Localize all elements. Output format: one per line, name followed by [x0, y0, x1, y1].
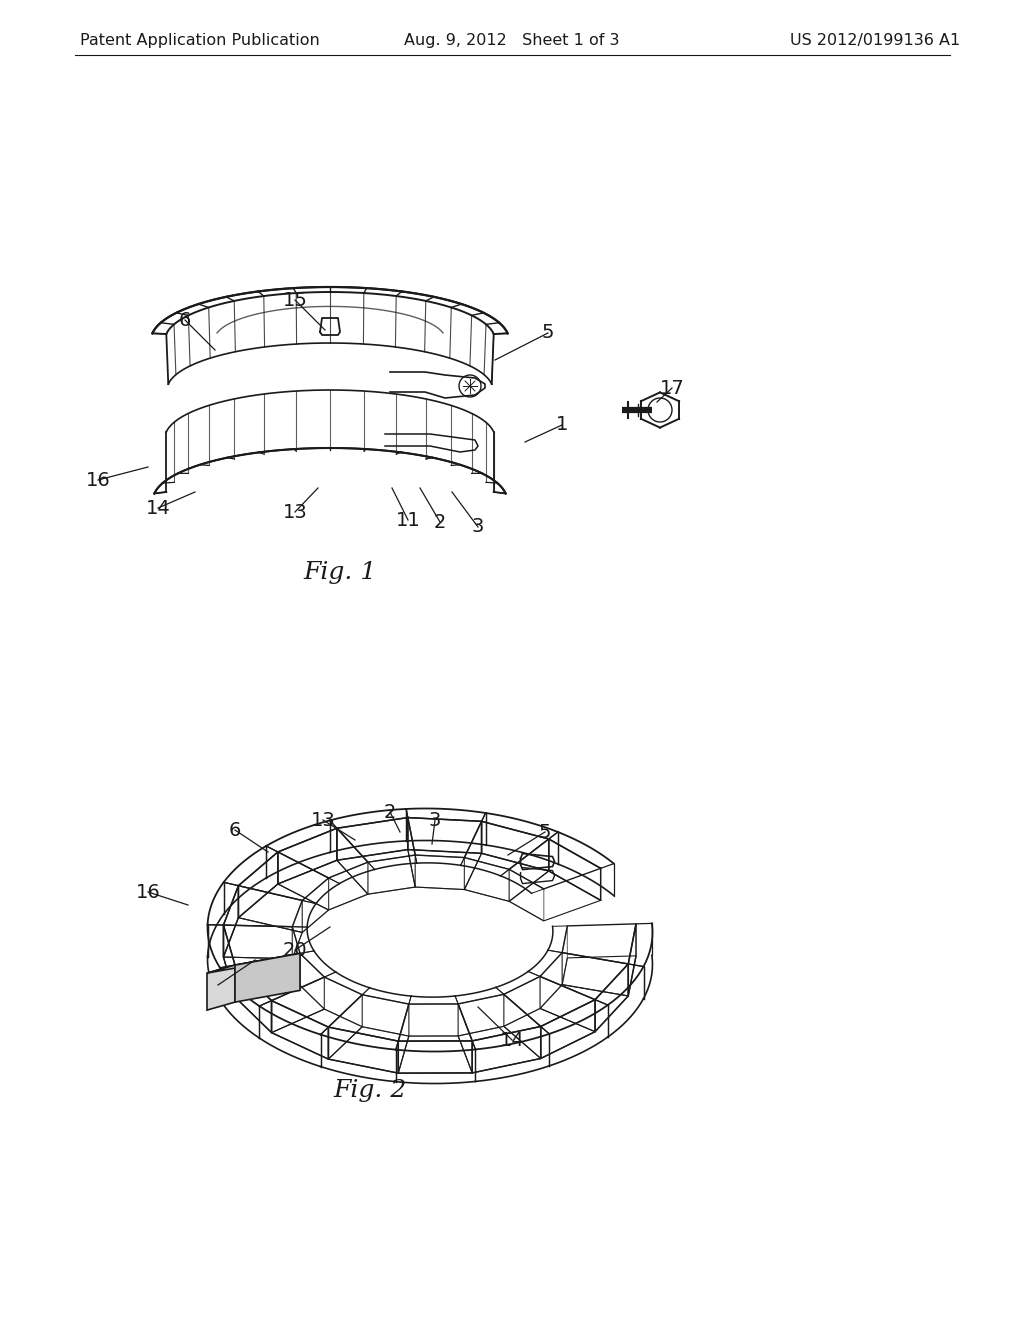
Polygon shape [207, 953, 300, 973]
Text: US 2012/0199136 A1: US 2012/0199136 A1 [790, 33, 961, 48]
Polygon shape [207, 965, 234, 1010]
Text: 20: 20 [283, 940, 307, 960]
Text: 15: 15 [283, 290, 307, 309]
Text: 6: 6 [179, 310, 191, 330]
Text: 15: 15 [206, 975, 230, 994]
Text: 5: 5 [539, 822, 551, 842]
Text: 2: 2 [434, 512, 446, 532]
Text: 11: 11 [395, 511, 421, 529]
Text: Aug. 9, 2012   Sheet 1 of 3: Aug. 9, 2012 Sheet 1 of 3 [404, 33, 620, 48]
Text: 6: 6 [228, 821, 242, 840]
Polygon shape [234, 953, 300, 1002]
Text: 16: 16 [86, 470, 111, 490]
Text: Fig. 2: Fig. 2 [334, 1078, 407, 1101]
Text: 1: 1 [556, 416, 568, 434]
Text: Patent Application Publication: Patent Application Publication [80, 33, 319, 48]
Text: 16: 16 [135, 883, 161, 902]
Text: 17: 17 [659, 379, 684, 397]
Text: 2: 2 [384, 803, 396, 821]
Text: 3: 3 [429, 810, 441, 829]
Text: 13: 13 [310, 810, 336, 829]
Text: 14: 14 [145, 499, 170, 517]
Text: Fig. 1: Fig. 1 [303, 561, 377, 583]
Text: 3: 3 [472, 517, 484, 536]
Text: 5: 5 [542, 323, 554, 342]
Text: 13: 13 [283, 503, 307, 521]
Text: 14: 14 [500, 1031, 524, 1049]
